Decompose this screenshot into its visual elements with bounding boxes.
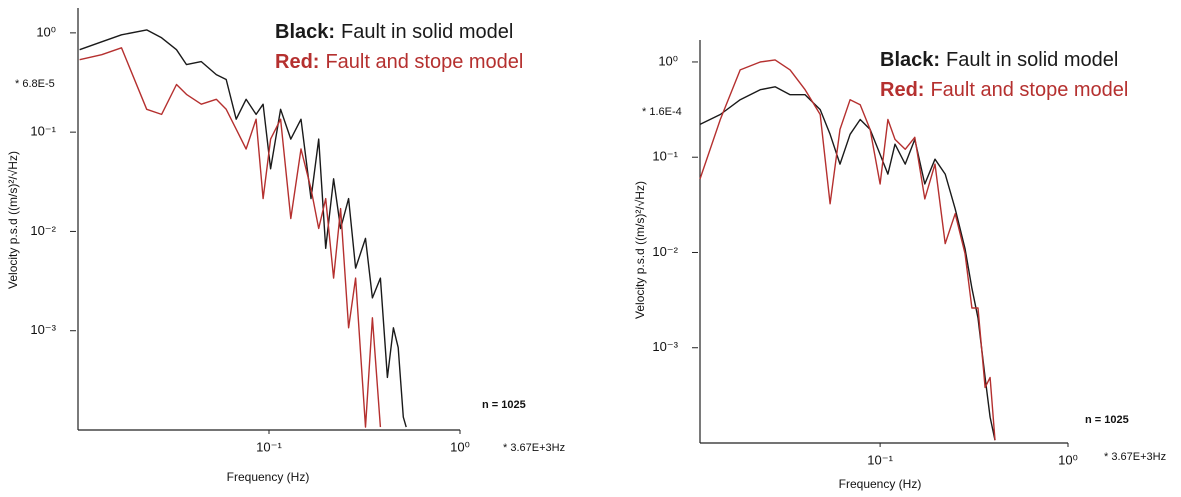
- y-axis-label: Velocity p.s.d ((m/s)²/√Hz): [633, 181, 647, 319]
- y-tick-label: 10⁻¹: [30, 124, 56, 139]
- legend-entry: Red: Fault and stope model: [275, 51, 523, 73]
- x-tick-label: 10⁰: [450, 439, 470, 454]
- scale-note: * 1.6E-4: [642, 106, 682, 118]
- y-tick-label: 10⁻¹: [652, 149, 678, 164]
- legend-entry: Red: Fault and stope model: [880, 79, 1128, 101]
- sample-count: n = 1025: [1085, 414, 1129, 426]
- x-axis-label: Frequency (Hz): [839, 477, 922, 491]
- y-tick-label: 10⁻³: [652, 339, 678, 354]
- x-tick-label: 10⁰: [1058, 452, 1078, 467]
- x-tick-label: 10⁻¹: [867, 452, 893, 467]
- x-axis-label: Frequency (Hz): [227, 470, 310, 484]
- frequency-scale-note: * 3.67E+3Hz: [503, 442, 565, 454]
- series-line: [79, 29, 407, 428]
- legend-key: Black:: [880, 49, 940, 71]
- x-tick-label: 10⁻¹: [256, 439, 282, 454]
- legend-entry: Black: Fault in solid model: [275, 21, 513, 43]
- legend-key: Red:: [880, 79, 924, 101]
- scale-note: * 6.8E-5: [15, 78, 55, 90]
- frequency-scale-note: * 3.67E+3Hz: [1104, 451, 1166, 463]
- legend-label: Fault in solid model: [341, 21, 513, 43]
- legend-entry: Black: Fault in solid model: [880, 49, 1118, 71]
- y-tick-label: 10⁻²: [30, 223, 56, 238]
- legend-label: Fault and stope model: [325, 51, 523, 73]
- series-line: [699, 86, 996, 441]
- y-axis-label: Velocity p.s.d ((m/s)²/√Hz): [6, 151, 20, 289]
- series-line: [79, 47, 382, 428]
- sample-count: n = 1025: [482, 399, 526, 411]
- legend-label: Fault and stope model: [930, 79, 1128, 101]
- legend-key: Black:: [275, 21, 335, 43]
- y-tick-label: 10⁰: [658, 53, 678, 68]
- y-tick-label: 10⁻²: [652, 244, 678, 259]
- y-tick-label: 10⁰: [36, 24, 56, 39]
- series-line: [699, 59, 996, 441]
- legend-label: Fault in solid model: [946, 49, 1118, 71]
- legend-key: Red:: [275, 51, 319, 73]
- y-tick-label: 10⁻³: [30, 322, 56, 337]
